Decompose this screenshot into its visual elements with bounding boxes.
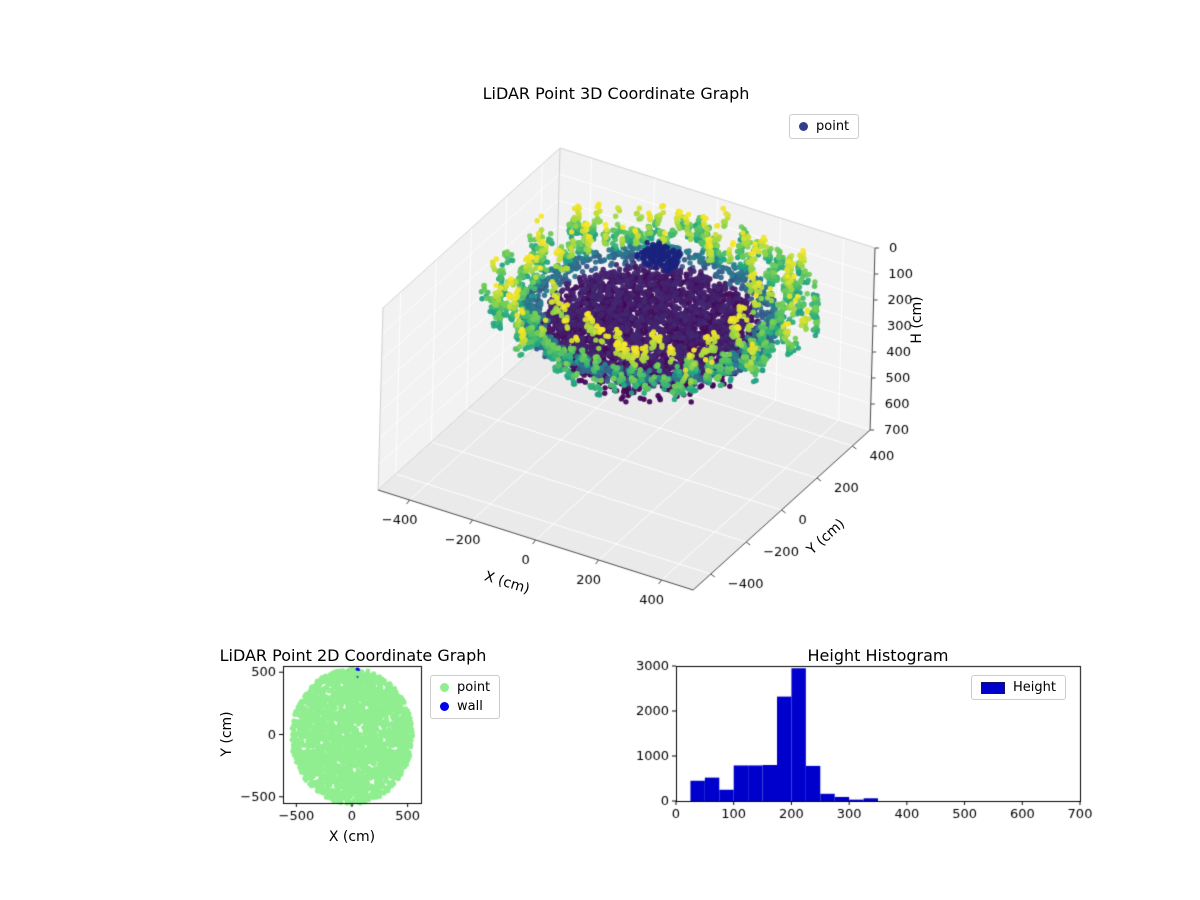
chart2d-legend: point wall [430,675,501,719]
legend-label: point [457,680,491,695]
legend-label: point [816,119,850,134]
legend-item-wall: wall [440,699,490,714]
scatter-point-marker-icon [799,122,808,131]
height-bar-swatch-icon [981,681,1005,694]
chart3d-legend: point [789,114,860,139]
legend-item-height: Height [981,680,1056,695]
wall-marker-icon [440,702,449,711]
histogram-legend: Height [971,675,1066,700]
legend-item-point: point [799,119,849,134]
chart3d-title: LiDAR Point 3D Coordinate Graph [482,84,750,103]
chart2d-x-axis-label: X (cm) [328,829,376,845]
legend-label: Height [1013,680,1056,695]
legend-label: wall [457,699,483,714]
chart2d-title: LiDAR Point 2D Coordinate Graph [219,646,487,665]
chart2d-y-axis-label: Y (cm) [219,711,235,757]
legend-item-point: point [440,680,490,695]
chart3d-h-axis-label: H (cm) [909,296,925,344]
point-marker-icon [440,683,449,692]
histogram-title: Height Histogram [807,646,949,665]
